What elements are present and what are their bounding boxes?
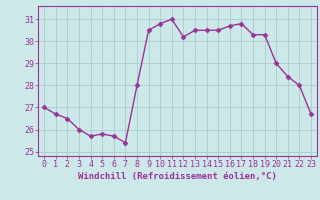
X-axis label: Windchill (Refroidissement éolien,°C): Windchill (Refroidissement éolien,°C) xyxy=(78,172,277,181)
